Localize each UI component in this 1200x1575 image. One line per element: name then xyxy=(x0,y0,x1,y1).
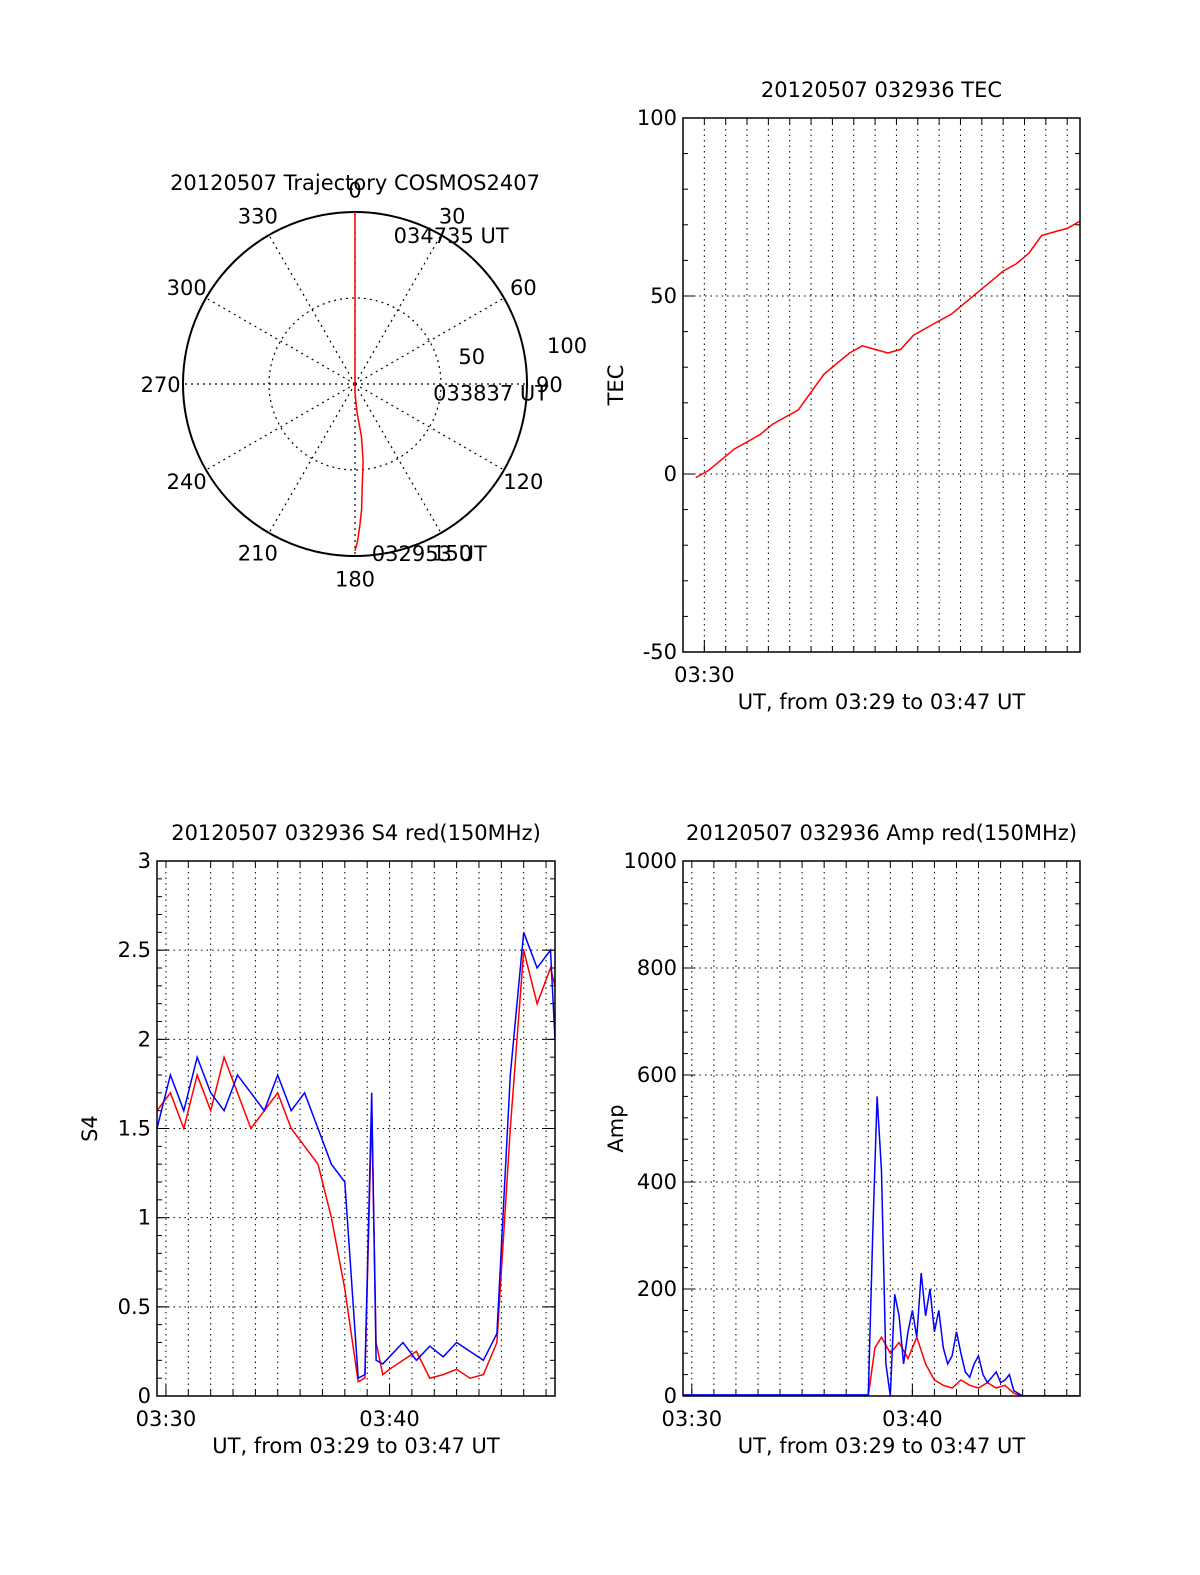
x-axis-label: UT, from 03:29 to 03:47 UT xyxy=(738,1434,1026,1458)
x-tick-label: 03:30 xyxy=(662,1407,723,1431)
x-tick-label: 03:40 xyxy=(359,1407,420,1431)
angle-label: 240 xyxy=(167,470,207,494)
x-axis-label: UT, from 03:29 to 03:47 UT xyxy=(212,1434,500,1458)
radius-label: 50 xyxy=(458,345,485,369)
y-tick-label: -50 xyxy=(643,640,677,664)
s4-line-chart: 0 0.5 1 1.5 2 2.5 3 03:30 03:40 20120507 032936 S… xyxy=(78,821,556,1458)
y-tick-label: 0 xyxy=(138,1384,151,1408)
y-tick-label: 2 xyxy=(138,1027,151,1051)
grid-spoke xyxy=(354,383,442,534)
angle-label: 330 xyxy=(238,205,278,229)
y-tick-label: 600 xyxy=(637,1063,677,1087)
amp-line-chart: 0 200 400 600 800 1000 03:30 03:40 20120507 0329… xyxy=(604,821,1081,1458)
series-group xyxy=(157,932,555,1383)
angle-label: 270 xyxy=(141,373,181,397)
series-line xyxy=(157,950,555,1383)
chart-title: 20120507 032936 S4 red(150MHz) xyxy=(171,821,541,845)
radius-label: 100 xyxy=(547,334,587,358)
y-tick-label: 100 xyxy=(637,106,677,130)
y-tick-label: 400 xyxy=(637,1170,677,1194)
angle-label: 150 xyxy=(432,541,472,565)
angle-label: 30 xyxy=(439,205,466,229)
plot-frame xyxy=(682,860,1081,1397)
y-tick-label: 0 xyxy=(664,462,677,486)
y-tick-label: 1 xyxy=(138,1206,151,1230)
series-line xyxy=(683,1096,1080,1396)
plot-frame xyxy=(682,117,1081,653)
y-axis-label: TEC xyxy=(604,365,628,407)
angle-label: 300 xyxy=(167,276,207,300)
y-tick-label: 800 xyxy=(637,956,677,980)
tec-line-chart: -50 0 50 100 03:30 20120507 032936 TEC UT, fro… xyxy=(604,78,1081,714)
y-tick-label: 3 xyxy=(138,849,151,873)
y-tick-label: 50 xyxy=(650,284,677,308)
x-tick-label: 03:40 xyxy=(882,1407,943,1431)
y-tick-label: 1000 xyxy=(624,849,677,873)
y-tick-label: 0 xyxy=(664,1384,677,1408)
series-group xyxy=(683,1096,1080,1396)
grid-spoke xyxy=(354,383,505,471)
series-line xyxy=(157,932,555,1380)
y-axis-label: Amp xyxy=(604,1104,628,1152)
x-axis-label: UT, from 03:29 to 03:47 UT xyxy=(738,690,1026,714)
grid-spoke xyxy=(268,383,356,534)
angle-label: 180 xyxy=(335,567,375,591)
angle-label: 120 xyxy=(503,470,543,494)
grid-spoke xyxy=(268,234,356,385)
series-group xyxy=(695,220,1080,479)
grid-spoke xyxy=(205,383,356,471)
y-axis-label: S4 xyxy=(78,1115,102,1142)
grid-spoke xyxy=(354,234,442,385)
time-annotation: 032953 UT xyxy=(372,542,487,566)
time-annotation: 033837 UT xyxy=(433,382,548,406)
chart-title: 20120507 Trajectory COSMOS2407 xyxy=(170,171,540,195)
y-tick-label: 1.5 xyxy=(118,1117,151,1141)
angle-label: 0 xyxy=(348,179,361,203)
x-tick-label: 03:30 xyxy=(136,1407,197,1431)
angle-label: 60 xyxy=(510,276,537,300)
angle-label: 90 xyxy=(536,373,563,397)
grid-spoke xyxy=(205,297,356,385)
grid-spoke xyxy=(354,297,505,385)
y-tick-label: 0.5 xyxy=(118,1295,151,1319)
y-tick-label: 200 xyxy=(637,1277,677,1301)
trajectory-line xyxy=(354,212,364,551)
chart-title: 20120507 032936 TEC xyxy=(761,78,1002,102)
angle-label: 210 xyxy=(238,541,278,565)
series-line xyxy=(695,220,1080,479)
x-tick-label: 03:30 xyxy=(674,663,735,687)
chart-title: 20120507 032936 Amp red(150MHz) xyxy=(686,821,1077,845)
time-annotation: 034735 UT xyxy=(394,224,509,248)
y-tick-label: 2.5 xyxy=(118,938,151,962)
series-line xyxy=(683,1335,1080,1396)
